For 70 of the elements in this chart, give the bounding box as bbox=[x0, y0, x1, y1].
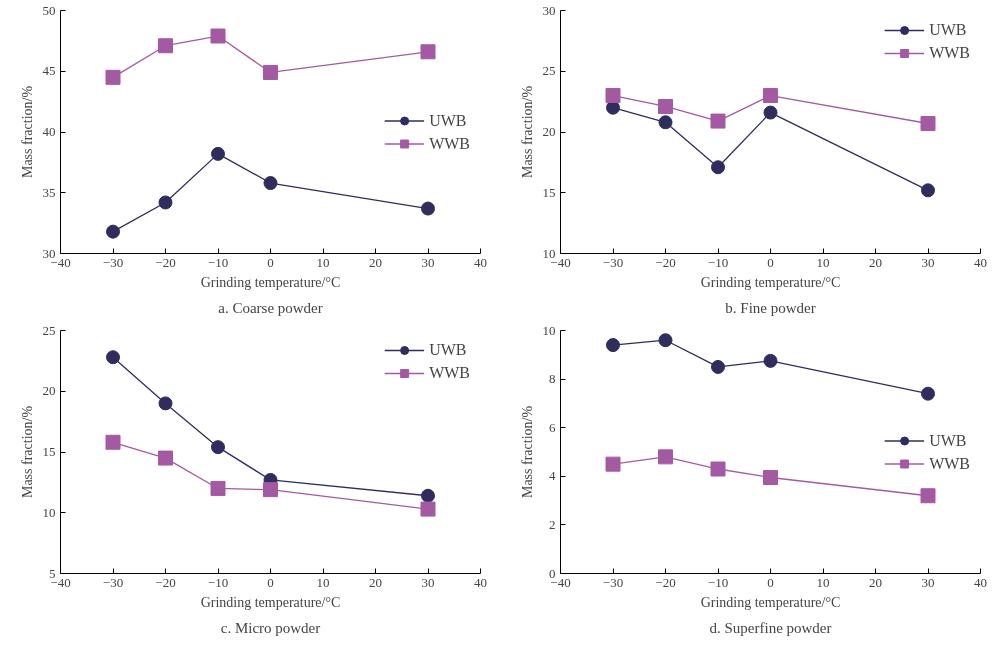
x-tick-label: 10 bbox=[816, 254, 830, 270]
x-tick-label: 30 bbox=[921, 254, 935, 270]
y-tick-label: 8 bbox=[549, 371, 556, 387]
x-tick-label: 40 bbox=[974, 574, 987, 590]
legend-label: UWB bbox=[429, 341, 467, 359]
legend-label: UWB bbox=[929, 431, 967, 449]
legend-label: WWB bbox=[929, 454, 970, 472]
y-tick-label: 15 bbox=[542, 184, 556, 200]
x-tick-label: −30 bbox=[602, 574, 624, 590]
x-axis-title: Grinding temperature/°C bbox=[200, 274, 341, 290]
x-tick-label: −20 bbox=[655, 574, 676, 590]
x-tick-label: 0 bbox=[767, 574, 774, 590]
y-tick-label: 20 bbox=[542, 124, 556, 139]
x-axis-title: Grinding temperature/°C bbox=[700, 274, 841, 290]
x-tick-label: −30 bbox=[102, 574, 124, 590]
y-tick-label: 40 bbox=[42, 124, 56, 139]
y-tick-label: 2 bbox=[549, 516, 556, 532]
legend-label: WWB bbox=[429, 134, 470, 152]
y-tick-label: 5 bbox=[49, 565, 56, 581]
x-axis-title: Grinding temperature/°C bbox=[200, 594, 341, 610]
y-tick-label: 30 bbox=[542, 2, 556, 18]
text: a. Coarse powder bbox=[218, 299, 323, 316]
x-axis-title: Grinding temperature/°C bbox=[700, 594, 841, 610]
x-tick-label: −10 bbox=[707, 574, 729, 590]
x-tick-label: −20 bbox=[655, 254, 676, 270]
x-tick-label: −10 bbox=[207, 574, 229, 590]
legend-label: WWB bbox=[429, 364, 470, 382]
x-tick-label: 40 bbox=[474, 574, 487, 590]
x-tick-label: 20 bbox=[369, 574, 382, 590]
x-tick-label: −20 bbox=[155, 254, 176, 270]
x-tick-label: 20 bbox=[369, 254, 382, 270]
x-tick-label: 30 bbox=[921, 574, 935, 590]
y-tick-label: 45 bbox=[42, 63, 56, 79]
y-axis-title: Mass fraction/% bbox=[519, 85, 535, 179]
y-tick-label: 35 bbox=[42, 184, 56, 200]
x-tick-label: −30 bbox=[602, 254, 624, 270]
x-tick-label: 0 bbox=[767, 254, 774, 270]
y-tick-label: 25 bbox=[42, 322, 56, 338]
legend-label: UWB bbox=[929, 21, 967, 39]
y-axis-title: Mass fraction/% bbox=[19, 405, 35, 499]
x-tick-label: 40 bbox=[974, 254, 987, 270]
y-tick-label: 25 bbox=[542, 63, 556, 79]
y-tick-label: 10 bbox=[42, 504, 56, 520]
x-tick-label: 30 bbox=[421, 574, 435, 590]
text: d. Superfine powder bbox=[709, 619, 832, 636]
x-tick-label: 0 bbox=[267, 574, 274, 590]
y-tick-label: 4 bbox=[549, 468, 556, 484]
x-tick-label: −10 bbox=[707, 254, 729, 270]
legend-label: UWB bbox=[429, 111, 467, 129]
x-tick-label: −20 bbox=[155, 574, 176, 590]
x-tick-label: 10 bbox=[316, 574, 330, 590]
x-tick-label: −10 bbox=[207, 254, 229, 270]
y-tick-label: 10 bbox=[542, 322, 556, 338]
x-tick-label: −30 bbox=[102, 254, 124, 270]
x-tick-label: 20 bbox=[869, 254, 882, 270]
x-tick-label: 40 bbox=[474, 254, 487, 270]
x-tick-label: 30 bbox=[421, 254, 435, 270]
y-axis-title: Mass fraction/% bbox=[19, 85, 35, 179]
x-tick-label: 0 bbox=[267, 254, 274, 270]
y-tick-label: 20 bbox=[42, 383, 56, 399]
x-tick-label: 10 bbox=[316, 254, 330, 270]
y-tick-label: 50 bbox=[42, 2, 56, 18]
x-tick-label: 10 bbox=[816, 574, 830, 590]
x-tick-label: 20 bbox=[869, 574, 882, 590]
y-tick-label: 6 bbox=[549, 419, 556, 435]
y-tick-label: 15 bbox=[42, 444, 56, 459]
legend-label: WWB bbox=[929, 44, 970, 62]
text: c. Micro powder bbox=[220, 619, 321, 636]
y-axis-title: Mass fraction/% bbox=[519, 405, 535, 499]
text: b. Fine powder bbox=[725, 299, 816, 316]
